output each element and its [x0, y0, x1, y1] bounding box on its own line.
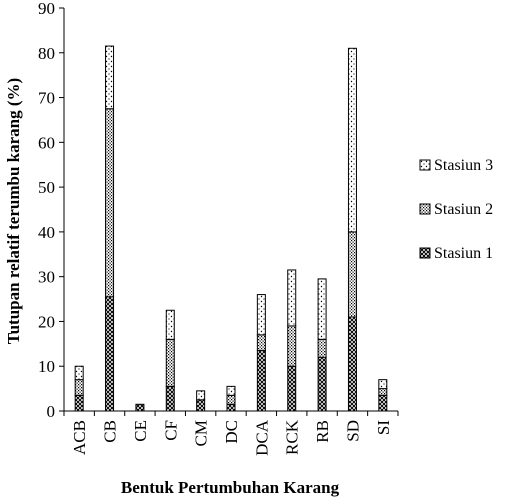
legend-swatch: [419, 159, 431, 171]
bar-segment: [287, 325, 297, 367]
bar-segment: [287, 365, 297, 412]
x-tick-label: CF: [161, 420, 180, 441]
bar-segment: [347, 47, 357, 233]
x-tick-label: CM: [192, 420, 211, 446]
legend-swatch: [419, 203, 431, 215]
bar-segment: [347, 316, 357, 412]
bar-segment: [317, 278, 327, 340]
bar-segment: [256, 294, 266, 336]
y-tick-label: 10: [38, 357, 55, 376]
y-tick-label: 40: [38, 223, 55, 242]
x-axis-tick-labels: ACB CB CE CF CM DC DCA RCK RB SD SI: [70, 419, 393, 456]
bar-segment: [135, 403, 145, 412]
bar-segment: [378, 388, 388, 396]
bar-segment: [287, 269, 297, 327]
y-tick-label: 70: [38, 89, 55, 108]
bar-segment: [74, 379, 84, 396]
bar-segment: [74, 394, 84, 412]
x-tick-label: SI: [374, 420, 393, 435]
y-tick-label: 20: [38, 312, 55, 331]
bar-segment: [317, 356, 327, 412]
bar-segment: [105, 296, 115, 412]
x-tick-label: DC: [222, 420, 241, 444]
x-tick-label: DCA: [252, 419, 271, 456]
axes: [63, 8, 399, 416]
legend-label: Stasiun 3: [434, 157, 493, 174]
bar-segment: [347, 231, 357, 318]
bar-segment: [317, 338, 327, 358]
bar-segment: [105, 45, 115, 110]
y-tick-label: 90: [38, 0, 55, 18]
x-tick-label: CB: [101, 420, 120, 443]
bar-segment: [165, 338, 175, 387]
bar-segment: [226, 394, 236, 405]
legend-label: Stasiun 1: [434, 245, 493, 262]
x-tick-label: RB: [313, 420, 332, 443]
y-tick-label: 50: [38, 178, 55, 197]
bar-segment: [196, 390, 206, 401]
bar-segment: [378, 394, 388, 412]
bar-segment: [378, 379, 388, 390]
bar-segment: [226, 403, 236, 412]
bar-segment: [256, 350, 266, 412]
bars: [74, 45, 388, 412]
bar-segment: [226, 385, 236, 396]
bar-segment: [105, 108, 115, 298]
legend-swatch: [419, 247, 431, 259]
y-tick-label: 60: [38, 133, 55, 152]
x-tick-label: RCK: [283, 419, 302, 455]
y-tick-label: 80: [38, 44, 55, 63]
y-axis-ticks: 0 10 20 30 40 50 60 70 80 90: [38, 0, 64, 421]
bar-segment: [74, 365, 84, 381]
x-tick-label: SD: [343, 420, 362, 442]
y-tick-label: 0: [47, 402, 56, 421]
x-tick-label: CE: [131, 420, 150, 442]
y-tick-label: 30: [38, 268, 55, 287]
bar-segment: [165, 385, 175, 412]
x-tick-label: ACB: [70, 420, 89, 455]
bar-segment: [165, 309, 175, 340]
legend-label: Stasiun 2: [434, 201, 493, 218]
bar-segment: [196, 399, 206, 412]
y-axis-title: Tutupan relatif terumbu karang (%): [4, 78, 23, 344]
bar-segment: [256, 334, 266, 352]
x-axis-title: Bentuk Pertumbuhan Karang: [121, 478, 340, 497]
legend: Stasiun 3 Stasiun 2 Stasiun 1: [419, 157, 493, 262]
